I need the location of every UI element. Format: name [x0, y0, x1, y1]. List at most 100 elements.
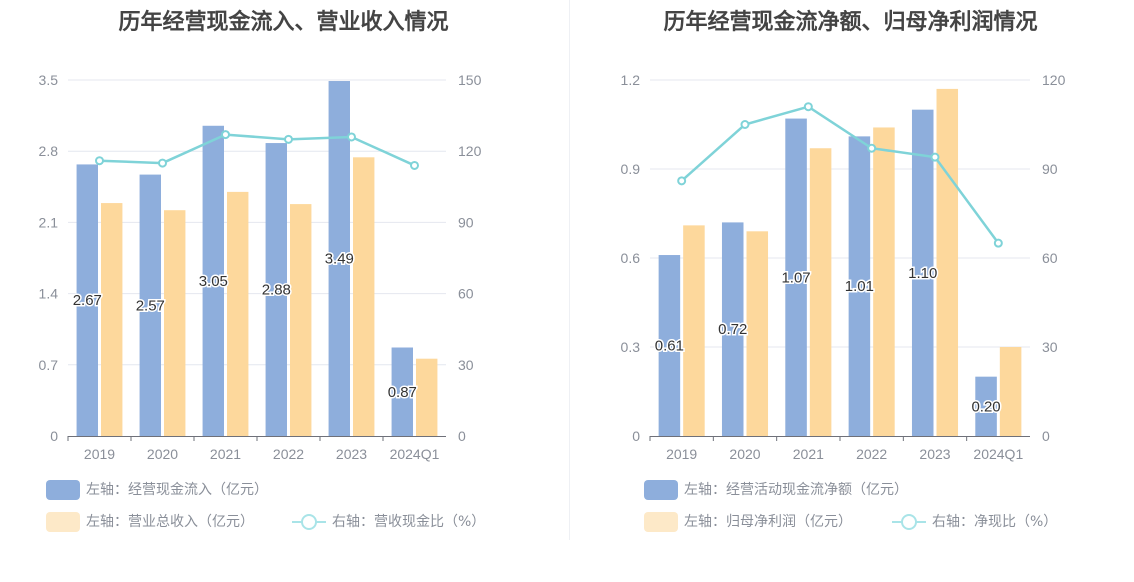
- bar-0-s0: [76, 164, 98, 436]
- x-tick-label: 2019: [84, 446, 115, 462]
- line-point: [347, 132, 356, 142]
- legend-swatch-line: [892, 512, 926, 532]
- y-left-tick-label: 1.2: [621, 72, 641, 88]
- legend-item-cash-inflow[interactable]: 左轴：经营现金流入（亿元）: [46, 480, 268, 500]
- line-point: [677, 176, 687, 186]
- y-left-tick-label: 2.1: [39, 214, 59, 230]
- y-right-tick-label: 0: [1042, 428, 1050, 444]
- panel-divider: [569, 0, 570, 540]
- x-tick-label: 2024Q1: [390, 446, 440, 462]
- line-point: [410, 160, 419, 170]
- line-point: [284, 134, 293, 144]
- legend-label: 左轴：归母净利润（亿元）: [684, 514, 852, 530]
- x-tick-label: 2021: [210, 446, 241, 462]
- bar-data-label: 3.05: [199, 273, 228, 290]
- x-tick-label: 2022: [856, 446, 887, 462]
- bar-1-s1: [873, 127, 895, 436]
- y-left-tick-label: 3.5: [39, 72, 59, 88]
- y-left-tick-label: 0.3: [621, 339, 641, 355]
- line-series: [680, 105, 1000, 244]
- chart-title: 历年经营现金流净额、归母净利润情况: [663, 10, 1038, 35]
- legend-label: 右轴：净现比（%）: [932, 514, 1058, 530]
- y-right-tick-label: 120: [458, 143, 482, 159]
- bar-data-label: 1.07: [781, 269, 810, 286]
- line-point: [158, 158, 167, 168]
- bar-data-label: 0.87: [388, 384, 417, 401]
- legend-swatch-bar: [46, 512, 80, 532]
- x-tick-label: 2023: [919, 446, 950, 462]
- x-tick-label: 2024Q1: [973, 446, 1023, 462]
- bar-data-label: 2.67: [73, 292, 102, 309]
- bar-1-s1: [999, 347, 1022, 436]
- x-tick-label: 2022: [273, 446, 304, 462]
- bar-1-s1: [683, 225, 705, 436]
- x-tick-label: 2020: [729, 446, 760, 462]
- bar-1-s0: [911, 109, 934, 437]
- bar-data-label: 0.72: [718, 321, 747, 338]
- bar-0-s1: [227, 191, 249, 436]
- line-point: [740, 120, 750, 129]
- chart-panel-right: 历年经营现金流净额、归母净利润情况 0 0.3 0.6 0.9 1.2 0 30 60 90 12…: [567, 0, 1134, 582]
- x-tick-label: 2023: [336, 446, 367, 462]
- bar-0-s1: [416, 358, 438, 436]
- bar-data-label: 2.88: [262, 282, 291, 299]
- line-point: [867, 143, 877, 153]
- bar-data-label: 0.61: [655, 338, 684, 355]
- legend-swatch-bar: [644, 512, 678, 532]
- x-tick-label: 2019: [666, 446, 697, 462]
- y-right-tick-label: 90: [458, 214, 474, 230]
- legend-item-cash-revenue-ratio[interactable]: 右轴：营收现金比（%）: [292, 512, 485, 532]
- bar-0-s0: [391, 347, 413, 436]
- line-point: [221, 130, 230, 140]
- legend-label: 左轴：经营现金流入（亿元）: [86, 482, 268, 498]
- line-point: [803, 102, 813, 112]
- bar-0-s0: [139, 174, 161, 436]
- legend-label: 左轴：经营活动现金流净额（亿元）: [684, 482, 908, 498]
- line-point: [993, 238, 1003, 248]
- y-right-tick-label: 150: [458, 72, 482, 88]
- y-left-tick-label: 0: [50, 428, 58, 444]
- bar-0-s0: [328, 81, 350, 436]
- legend-item-revenue[interactable]: 左轴：营业总收入（亿元）: [46, 512, 254, 532]
- y-left-tick-label: 0: [632, 428, 640, 444]
- y-left-tick-label: 1.4: [39, 286, 59, 302]
- x-tick-label: 2020: [147, 446, 178, 462]
- bar-1-s0: [848, 136, 871, 436]
- line-point: [930, 152, 940, 162]
- bar-0-s1: [164, 210, 186, 436]
- legend-label: 左轴：营业总收入（亿元）: [86, 514, 254, 530]
- legend-item-net-operating-cash[interactable]: 左轴：经营活动现金流净额（亿元）: [644, 480, 908, 500]
- legend-swatch-bar: [644, 480, 678, 500]
- bar-1-s1: [936, 88, 959, 437]
- bar-0-s0: [202, 125, 224, 437]
- line-series: [99, 133, 416, 167]
- legend-label: 右轴：营收现金比（%）: [332, 514, 486, 530]
- bar-1-s0: [975, 376, 997, 436]
- y-right-tick-label: 30: [1042, 339, 1058, 355]
- legend-swatch-bar: [46, 480, 80, 500]
- bar-0-s1: [290, 204, 312, 436]
- bar-1-s0: [658, 255, 681, 436]
- chart-panel-left: 历年经营现金流入、营业收入情况 0 0.7 1.4 2.1 2.8 3.5 0 30 60 90 1…: [39, 10, 485, 532]
- line-point: [95, 156, 104, 166]
- chart-plot-area: 0 0.3 0.6 0.9 1.2 0 30 60 90 120 2019 0.61 2020 0.72 2…: [621, 72, 1066, 462]
- y-left-tick-label: 2.8: [39, 143, 59, 159]
- bar-data-label: 3.49: [325, 251, 354, 268]
- legend-item-net-cash-ratio[interactable]: 右轴：净现比（%）: [892, 512, 1057, 532]
- bar-data-label: 1.10: [908, 265, 937, 282]
- y-right-tick-label: 60: [1042, 250, 1058, 266]
- y-right-tick-label: 120: [1042, 72, 1066, 88]
- legend-swatch-line: [292, 512, 326, 532]
- y-right-tick-label: 30: [458, 357, 474, 373]
- y-left-tick-label: 0.7: [39, 357, 59, 373]
- bar-0-s0: [265, 143, 287, 436]
- y-right-tick-label: 60: [458, 286, 474, 302]
- y-right-tick-label: 90: [1042, 161, 1058, 177]
- bar-data-label: 2.57: [136, 297, 165, 314]
- y-right-tick-label: 0: [458, 428, 466, 444]
- x-tick-label: 2021: [793, 446, 824, 462]
- bar-1-s0: [721, 222, 744, 436]
- chart-title: 历年经营现金流入、营业收入情况: [118, 10, 449, 35]
- legend-item-net-profit[interactable]: 左轴：归母净利润（亿元）: [644, 512, 852, 532]
- bar-1-s1: [746, 231, 769, 436]
